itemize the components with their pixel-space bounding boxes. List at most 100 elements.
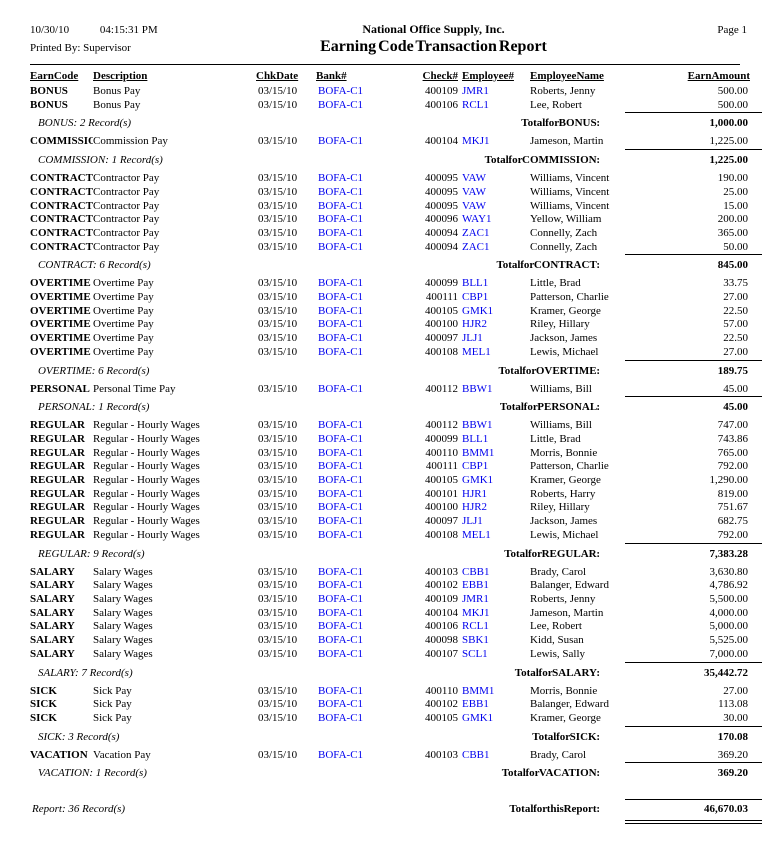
employee-link[interactable]: MKJ1 — [462, 135, 490, 148]
cell-description: Overtime Pay — [93, 332, 154, 345]
bank-link[interactable]: BOFA-C1 — [318, 684, 364, 697]
col-header-employeename: EmployeeName — [530, 70, 604, 82]
bank-link[interactable]: BOFA-C1 — [318, 501, 364, 514]
cell-description: Regular - Hourly Wages — [93, 419, 200, 432]
employee-link[interactable]: EBB1 — [462, 579, 489, 592]
cell-check-number: 400112 — [425, 382, 458, 395]
employee-link[interactable]: BMM1 — [462, 684, 495, 697]
bank-link[interactable]: BOFA-C1 — [318, 318, 364, 331]
bank-link[interactable]: BOFA-C1 — [318, 304, 364, 317]
cell-check-number: 400099 — [425, 432, 458, 445]
cell-earn-code: CONTRACT — [30, 185, 93, 198]
bank-link[interactable]: BOFA-C1 — [318, 579, 364, 592]
employee-link[interactable]: JMR1 — [462, 592, 489, 605]
bank-link[interactable]: BOFA-C1 — [318, 240, 364, 253]
bank-link[interactable]: BOFA-C1 — [318, 332, 364, 345]
employee-link[interactable]: BBW1 — [462, 382, 493, 395]
employee-link[interactable]: VAW — [462, 172, 486, 185]
bank-link[interactable]: BOFA-C1 — [318, 711, 364, 724]
employee-link[interactable]: JLJ1 — [462, 515, 483, 528]
bank-link[interactable]: BOFA-C1 — [318, 226, 364, 239]
group-total-label: Total for PERSONAL : — [499, 401, 600, 414]
employee-link[interactable]: MEL1 — [462, 345, 491, 358]
cell-earn-code: SALARY — [30, 606, 75, 619]
employee-link[interactable]: BMM1 — [462, 446, 495, 459]
employee-link[interactable]: GMK1 — [462, 304, 494, 317]
employee-link[interactable]: JLJ1 — [462, 332, 483, 345]
company-name: National Office Supply, Inc. — [362, 22, 505, 36]
bank-link[interactable]: BOFA-C1 — [318, 698, 364, 711]
employee-link[interactable]: BLL1 — [462, 432, 489, 445]
employee-link[interactable]: VAW — [462, 185, 486, 198]
cell-earn-amount: 113.08 — [718, 698, 748, 711]
employee-link[interactable]: BLL1 — [462, 277, 489, 290]
employee-link[interactable]: WAY1 — [462, 213, 492, 226]
employee-link[interactable]: MKJ1 — [462, 606, 490, 619]
bank-link[interactable]: BOFA-C1 — [318, 199, 364, 212]
bank-link[interactable]: BOFA-C1 — [318, 291, 364, 304]
employee-link[interactable]: MEL1 — [462, 528, 491, 541]
bank-link[interactable]: BOFA-C1 — [318, 213, 364, 226]
cell-check-number: 400106 — [425, 620, 458, 633]
bank-link[interactable]: BOFA-C1 — [318, 748, 364, 761]
cell-check-number: 400110 — [425, 446, 458, 459]
bank-link[interactable]: BOFA-C1 — [318, 185, 364, 198]
cell-earn-amount: 25.00 — [723, 185, 748, 198]
employee-link[interactable]: BBW1 — [462, 419, 493, 432]
bank-link[interactable]: BOFA-C1 — [318, 634, 364, 647]
bank-link[interactable]: BOFA-C1 — [318, 487, 364, 500]
cell-earn-code: BONUS — [30, 98, 68, 111]
employee-link[interactable]: CBP1 — [462, 460, 489, 473]
table-row: REGULAR Regular - Hourly Wages 03/15/10 … — [30, 447, 762, 461]
employee-link[interactable]: GMK1 — [462, 711, 494, 724]
employee-link[interactable]: SBK1 — [462, 634, 489, 647]
employee-link[interactable]: VAW — [462, 199, 486, 212]
bank-link[interactable]: BOFA-C1 — [318, 85, 364, 97]
bank-link[interactable]: BOFA-C1 — [318, 515, 364, 528]
cell-chk-date: 03/15/10 — [258, 528, 298, 541]
bank-link[interactable]: BOFA-C1 — [318, 647, 364, 660]
employee-link[interactable]: ZAC1 — [462, 226, 490, 239]
employee-link[interactable]: RCL1 — [462, 98, 489, 111]
employee-link[interactable]: JMR1 — [462, 85, 489, 97]
bank-link[interactable]: BOFA-C1 — [318, 345, 364, 358]
group-record-count: REGULAR: 9 Record(s) — [38, 547, 145, 560]
bank-link[interactable]: BOFA-C1 — [318, 446, 364, 459]
bank-link[interactable]: BOFA-C1 — [318, 172, 364, 185]
employee-link[interactable]: SCL1 — [462, 647, 488, 660]
group-footer-row: PERSONAL: 1 Record(s) Total for PERSONAL… — [30, 396, 762, 420]
employee-link[interactable]: CBP1 — [462, 291, 489, 304]
bank-link[interactable]: BOFA-C1 — [318, 620, 364, 633]
bank-link[interactable]: BOFA-C1 — [318, 382, 364, 395]
report-header-line1: 10/30/10 04:15:31 PM National Office Sup… — [30, 22, 747, 37]
employee-link[interactable]: HJR2 — [462, 318, 488, 331]
bank-link[interactable]: BOFA-C1 — [318, 98, 364, 111]
cell-earn-amount: 50.00 — [723, 240, 748, 253]
cell-check-number: 400096 — [425, 213, 458, 226]
employee-link[interactable]: EBB1 — [462, 698, 489, 711]
bank-link[interactable]: BOFA-C1 — [318, 460, 364, 473]
bank-link[interactable]: BOFA-C1 — [318, 277, 364, 290]
bank-link[interactable]: BOFA-C1 — [318, 474, 364, 487]
cell-earn-amount: 45.00 — [723, 382, 748, 395]
group-record-count: COMMISSION: 1 Record(s) — [38, 154, 163, 167]
employee-link[interactable]: HJR2 — [462, 501, 488, 514]
cell-earn-code: REGULAR — [30, 501, 86, 514]
bank-link[interactable]: BOFA-C1 — [318, 419, 364, 432]
employee-link[interactable]: RCL1 — [462, 620, 489, 633]
bank-link[interactable]: BOFA-C1 — [318, 565, 364, 578]
bank-link[interactable]: BOFA-C1 — [318, 135, 364, 148]
employee-link[interactable]: HJR1 — [462, 487, 488, 500]
bank-link[interactable]: BOFA-C1 — [318, 432, 364, 445]
bank-link[interactable]: BOFA-C1 — [318, 528, 364, 541]
employee-link[interactable]: CBB1 — [462, 748, 490, 761]
cell-description: Regular - Hourly Wages — [93, 460, 200, 473]
employee-link[interactable]: ZAC1 — [462, 240, 490, 253]
bank-link[interactable]: BOFA-C1 — [318, 606, 364, 619]
employee-link[interactable]: CBB1 — [462, 565, 490, 578]
cell-earn-amount: 819.00 — [717, 487, 748, 500]
table-row: CONTRACT Contractor Pay 03/15/10 BOFA-C1… — [30, 186, 762, 200]
cell-earn-code: SICK — [30, 711, 57, 724]
bank-link[interactable]: BOFA-C1 — [318, 592, 364, 605]
employee-link[interactable]: GMK1 — [462, 474, 494, 487]
